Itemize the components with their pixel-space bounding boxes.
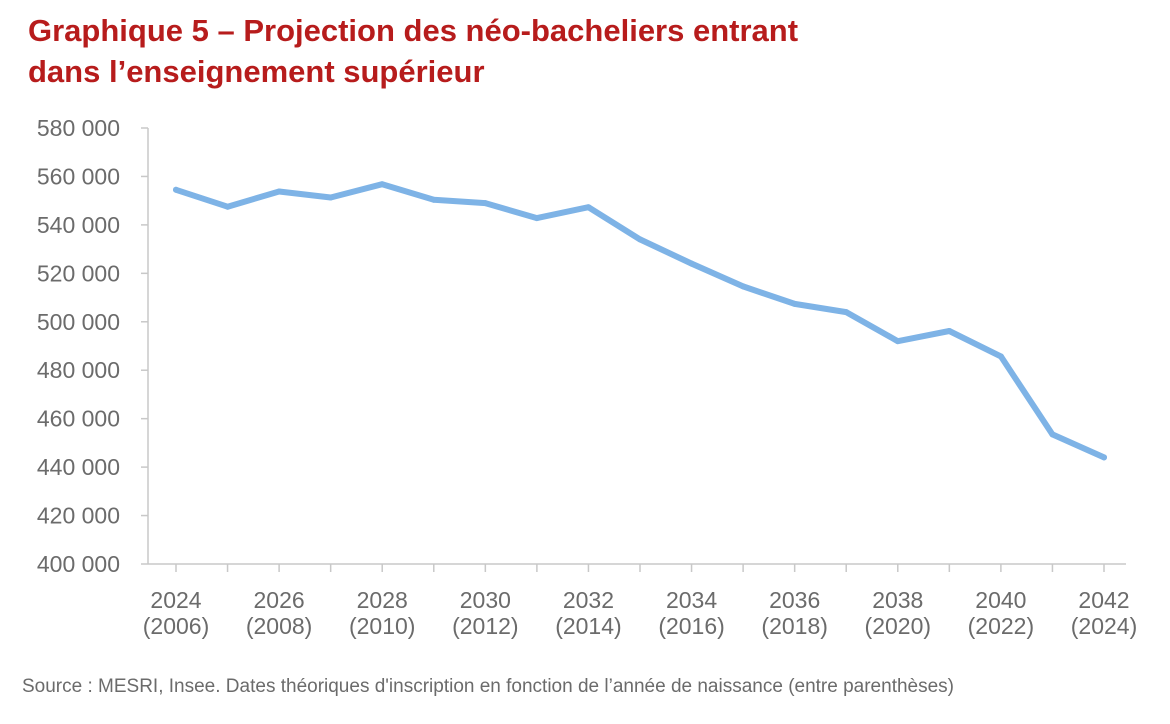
y-axis-ticks: 400 000 420 000 440 000 460 000 480 000 500 0… bbox=[37, 115, 148, 577]
data-point bbox=[946, 327, 953, 334]
y-tick-label: 520 000 bbox=[37, 260, 120, 286]
y-tick-label: 580 000 bbox=[37, 115, 120, 141]
x-tick-label-birth-year: (2010) bbox=[349, 613, 415, 639]
y-tick-label: 540 000 bbox=[37, 212, 120, 238]
series-group bbox=[173, 181, 1107, 461]
x-tick-label-birth-year: (2022) bbox=[968, 613, 1034, 639]
y-tick-label: 420 000 bbox=[37, 503, 120, 529]
y-tick-label: 480 000 bbox=[37, 357, 120, 383]
y-tick-label: 460 000 bbox=[37, 406, 120, 432]
data-point bbox=[740, 283, 747, 290]
x-tick-label-year: 2024 bbox=[150, 587, 201, 613]
data-point bbox=[224, 203, 231, 210]
x-tick-label-birth-year: (2008) bbox=[246, 613, 312, 639]
data-point bbox=[843, 309, 850, 316]
data-point bbox=[1049, 431, 1056, 438]
x-tick-label-birth-year: (2024) bbox=[1071, 613, 1137, 639]
y-tick-label: 400 000 bbox=[37, 551, 120, 577]
data-point bbox=[997, 353, 1004, 360]
chart-title-line1: Graphique 5 – Projection des néo-bacheli… bbox=[28, 13, 799, 48]
x-tick-label-birth-year: (2014) bbox=[555, 613, 621, 639]
data-point bbox=[327, 194, 334, 201]
x-tick-label-birth-year: (2016) bbox=[658, 613, 724, 639]
data-point bbox=[276, 188, 283, 195]
y-tick-label: 500 000 bbox=[37, 309, 120, 335]
data-point bbox=[637, 236, 643, 243]
x-tick-label-year: 2032 bbox=[563, 587, 614, 613]
x-axis-ticks: 2024(2006) 2026(2008) 2028(2010) 2030(2012)… bbox=[143, 564, 1137, 639]
data-point bbox=[585, 204, 592, 211]
chart-axes bbox=[147, 128, 1126, 565]
x-tick-label-birth-year: (2018) bbox=[761, 613, 827, 639]
x-tick-label-year: 2026 bbox=[254, 587, 305, 613]
y-tick-label: 560 000 bbox=[37, 163, 120, 189]
data-point bbox=[379, 181, 386, 188]
x-tick-label-birth-year: (2012) bbox=[452, 613, 518, 639]
y-tick-label: 440 000 bbox=[37, 454, 120, 480]
x-tick-label-year: 2038 bbox=[872, 587, 923, 613]
chart-title-line2: dans l’enseignement supérieur bbox=[28, 54, 485, 89]
x-tick-label-year: 2028 bbox=[357, 587, 408, 613]
data-point bbox=[173, 186, 179, 193]
x-tick-label-year: 2040 bbox=[975, 587, 1026, 613]
data-point bbox=[1101, 454, 1107, 461]
data-point bbox=[430, 196, 437, 203]
x-tick-label-birth-year: (2020) bbox=[865, 613, 931, 639]
chart-source-note: Source : MESRI, Insee. Dates théoriques … bbox=[22, 676, 955, 697]
x-tick-label-year: 2036 bbox=[769, 587, 820, 613]
x-tick-label-year: 2034 bbox=[666, 587, 717, 613]
x-tick-label-birth-year: (2006) bbox=[143, 613, 209, 639]
x-tick-label-year: 2030 bbox=[460, 587, 511, 613]
data-point bbox=[533, 215, 540, 222]
data-point bbox=[791, 300, 798, 307]
chart-title: Graphique 5 – Projection des néo-bacheli… bbox=[28, 10, 1138, 92]
data-point bbox=[688, 260, 695, 267]
data-point bbox=[482, 200, 489, 207]
data-point bbox=[894, 338, 901, 345]
series-line bbox=[173, 181, 1107, 461]
x-tick-label-year: 2042 bbox=[1078, 587, 1129, 613]
